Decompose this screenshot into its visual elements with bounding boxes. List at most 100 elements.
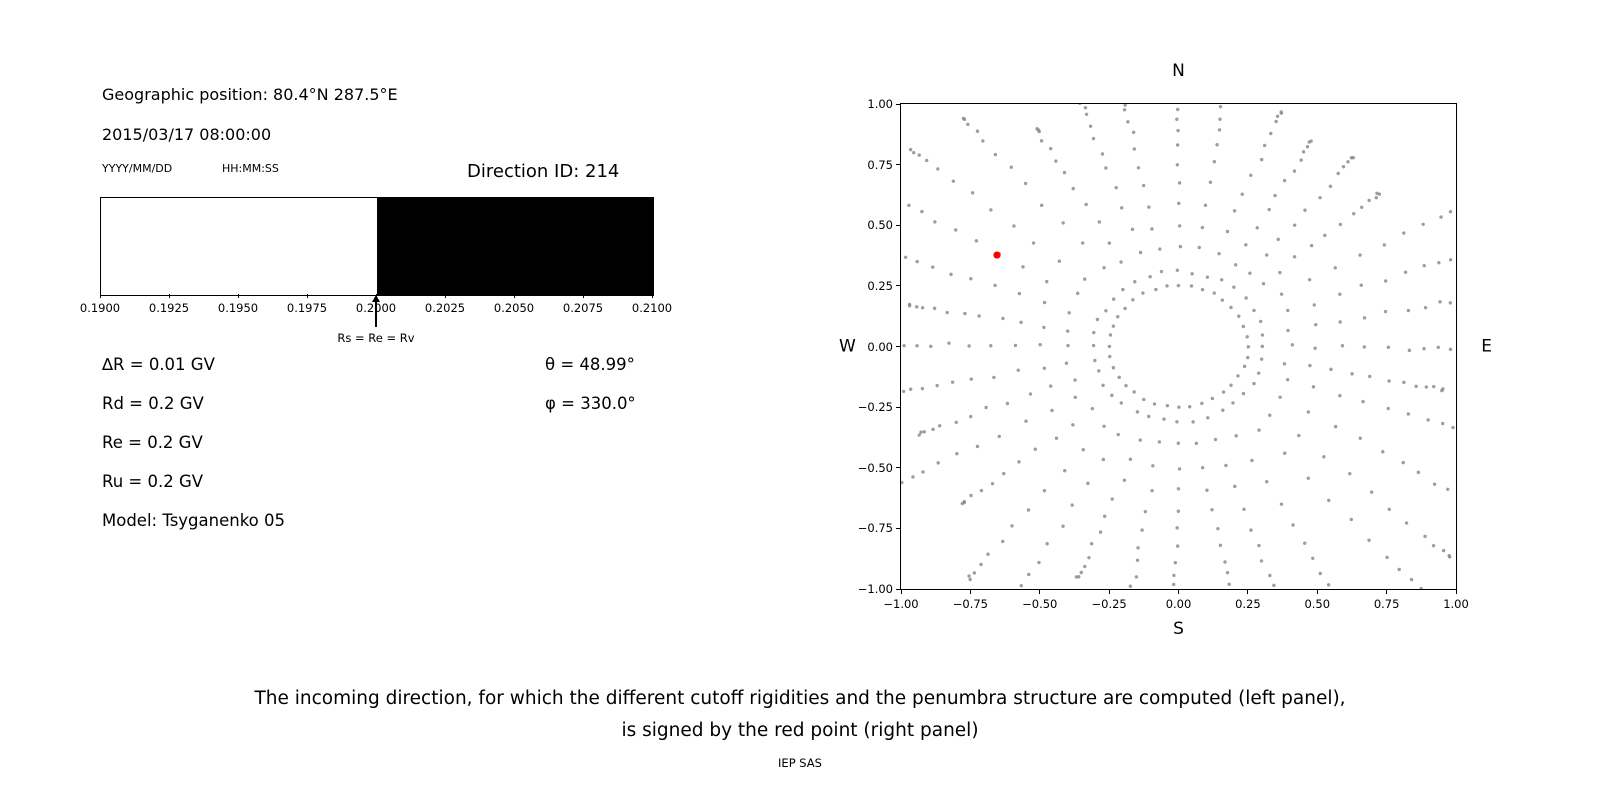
direction-dot — [1090, 406, 1095, 411]
direction-dot — [1223, 560, 1227, 564]
direction-dot — [1050, 408, 1054, 413]
direction-dot — [1159, 269, 1164, 274]
direction-dot — [951, 179, 956, 183]
direction-dot — [932, 306, 937, 311]
direction-dot — [1308, 363, 1312, 368]
direction-dot — [1362, 345, 1366, 349]
direction-dot — [936, 167, 940, 171]
y-tick-label: −1.00 — [857, 582, 893, 596]
direction-dot — [1402, 380, 1406, 385]
direction-dot — [1338, 394, 1342, 398]
penumbra-tick-mark — [582, 294, 584, 298]
direction-dot — [1268, 413, 1272, 417]
penumbra-tick-label: 0.1925 — [148, 301, 190, 315]
direction-dot — [974, 239, 979, 243]
direction-dot — [986, 552, 990, 556]
direction-dot — [1218, 543, 1223, 547]
x-tick-mark — [1178, 589, 1179, 594]
direction-dot — [1147, 205, 1151, 209]
direction-dot — [1262, 143, 1267, 148]
direction-dot — [1083, 564, 1087, 569]
direction-dot — [1152, 402, 1157, 406]
direction-dot — [1203, 203, 1208, 207]
param-phi: φ = 330.0° — [545, 394, 636, 413]
x-tick-label: −0.50 — [1022, 597, 1058, 611]
y-tick-label: 1.00 — [867, 97, 893, 111]
direction-dot — [947, 341, 951, 345]
direction-dot — [1005, 401, 1010, 406]
direction-dot — [1012, 224, 1016, 228]
x-tick-label: −0.75 — [952, 597, 988, 611]
credit-text: IEP SAS — [778, 756, 822, 770]
direction-dot — [1033, 447, 1038, 451]
param-ru: Ru = 0.2 GV — [102, 472, 204, 491]
direction-dot — [1119, 260, 1123, 264]
penumbra-annotation-label: Rs = Re = Rv — [337, 331, 415, 345]
direction-dot — [1088, 124, 1093, 128]
direction-dot — [1292, 223, 1297, 227]
direction-dot — [1073, 395, 1078, 399]
direction-dot — [1035, 127, 1039, 131]
direction-dot — [919, 430, 923, 434]
direction-dot — [945, 310, 949, 315]
selected-direction-point — [993, 251, 1001, 259]
direction-dot — [969, 493, 973, 498]
direction-dot — [1045, 279, 1049, 284]
direction-dot — [1124, 383, 1128, 388]
direction-dot — [950, 380, 955, 384]
direction-dot — [1206, 416, 1210, 420]
direction-dot — [1048, 146, 1053, 151]
direction-dot — [1240, 192, 1244, 196]
penumbra-tick-label: 0.2100 — [631, 301, 673, 315]
direction-dot — [955, 452, 959, 456]
direction-dot — [1097, 369, 1101, 373]
direction-dot — [1318, 571, 1322, 576]
direction-dot — [1359, 283, 1363, 287]
direction-dot — [1291, 523, 1295, 527]
direction-dot — [1189, 284, 1194, 288]
direction-dot — [989, 208, 993, 212]
direction-dot — [1194, 441, 1199, 446]
direction-dot — [1307, 277, 1312, 282]
direction-dot — [1024, 419, 1028, 423]
direction-dot — [1197, 245, 1201, 250]
direction-dot — [1083, 277, 1087, 281]
direction-dot — [1217, 128, 1222, 132]
direction-dot — [1095, 317, 1100, 322]
direction-dot — [1134, 575, 1139, 579]
penumbra-tick-label: 0.1950 — [217, 301, 259, 315]
direction-dot — [1117, 375, 1121, 380]
direction-dot — [1178, 244, 1183, 249]
direction-dot — [1218, 117, 1222, 121]
direction-dot — [1397, 567, 1401, 572]
y-tick-label: 0.50 — [867, 218, 893, 233]
direction-dot — [963, 311, 967, 316]
direction-dot — [1065, 329, 1070, 333]
direction-dot — [1306, 476, 1311, 480]
direction-dot — [1306, 410, 1311, 414]
direction-dot — [967, 574, 971, 578]
direction-dot — [1110, 497, 1114, 501]
direction-dot — [1042, 366, 1047, 371]
direction-dot — [1383, 309, 1388, 314]
direction-dot — [1368, 374, 1372, 379]
direction-dot — [936, 461, 940, 465]
direction-dot — [1150, 227, 1154, 231]
direction-dot — [1091, 136, 1096, 141]
direction-dot — [1151, 464, 1155, 468]
direction-dot — [1110, 393, 1114, 398]
direction-dot — [1224, 463, 1228, 468]
direction-dot — [1165, 403, 1170, 408]
direction-dot — [1249, 528, 1253, 532]
direction-dot — [1260, 344, 1265, 349]
direction-dot — [1066, 343, 1070, 348]
time-format-label: HH:MM:SS — [222, 162, 279, 175]
direction-dot — [1107, 241, 1112, 245]
compass-west-label: W — [839, 336, 856, 357]
direction-dot — [1241, 391, 1246, 396]
direction-dot — [1260, 333, 1265, 337]
direction-dot — [1121, 287, 1125, 292]
direction-dot — [1349, 517, 1354, 522]
direction-dot — [1361, 399, 1365, 404]
